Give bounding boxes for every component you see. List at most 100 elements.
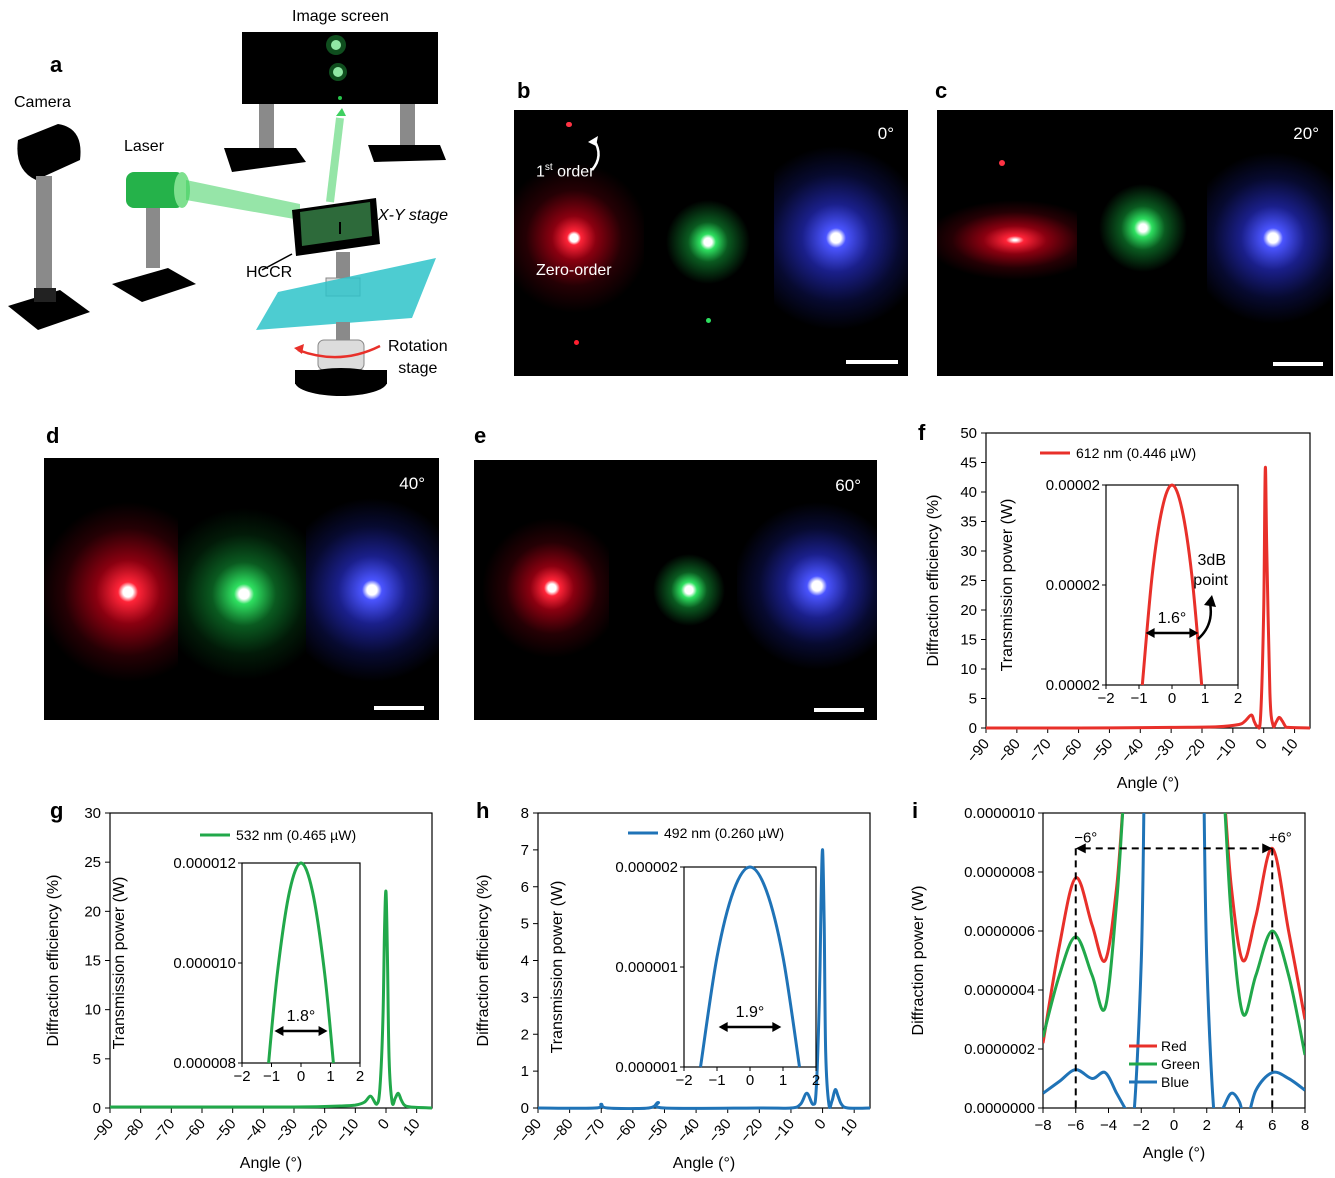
series-line <box>1043 813 1124 1044</box>
inset-x-tick-label: −1 <box>708 1072 725 1089</box>
panel-label-e: e <box>474 423 487 448</box>
x-tick-label: 4 <box>1235 1117 1243 1134</box>
scalebar-d <box>374 706 424 710</box>
inset-x-tick-label: −1 <box>1130 690 1147 707</box>
setup-diagram <box>8 32 446 396</box>
x-tick-label: −40 <box>674 1116 703 1146</box>
fwhm-label: 1.8° <box>287 1008 316 1025</box>
y-tick-label: 1 <box>521 1063 529 1080</box>
x-tick-label: 0 <box>1170 1117 1178 1134</box>
x-tick-label: 0 <box>811 1116 829 1133</box>
inset-x-tick-label: −2 <box>233 1068 250 1085</box>
y-tick-label: 10 <box>960 661 977 678</box>
note-arrow <box>1197 602 1212 640</box>
fwhm-label: 1.9° <box>736 1004 765 1021</box>
inset-x-tick-label: 2 <box>812 1072 820 1089</box>
angle-label-c: 20° <box>1293 124 1319 143</box>
rotation-label-l1: Rotation <box>388 338 448 355</box>
x-tick-label: −10 <box>769 1116 798 1146</box>
x-tick-label: −50 <box>642 1116 671 1146</box>
fwhm-arrowhead-right <box>1189 628 1199 638</box>
x-axis-label: Angle (°) <box>673 1155 735 1172</box>
inset-x-tick-label: 1 <box>326 1068 334 1085</box>
x-tick-label: −20 <box>302 1116 331 1146</box>
legend-label: Green <box>1161 1056 1200 1072</box>
x-tick-label: 2 <box>1203 1117 1211 1134</box>
series-line <box>1224 813 1305 1020</box>
panel-label-a: a <box>50 52 63 77</box>
y-axis-label: Diffraction efficiency (%) <box>925 495 942 667</box>
x-tick-label: 8 <box>1301 1117 1309 1134</box>
fwhm-arrowhead-left <box>274 1026 284 1036</box>
y-tick-label: 6 <box>521 879 529 896</box>
y-tick-label: 30 <box>84 805 101 822</box>
y-tick-label: 0.0000000 <box>964 1100 1035 1117</box>
x-axis-label: Angle (°) <box>1117 775 1179 792</box>
laser-icon <box>112 172 196 302</box>
angle-label-b: 0° <box>877 124 894 143</box>
y-tick-label: 0 <box>93 1100 101 1117</box>
angle-label-d: 40° <box>399 474 425 493</box>
chart-i: 0.0000000 0.0000002 0.0000004 0.0000006 0.00… <box>910 805 1309 1162</box>
y-tick-label: 10 <box>84 1002 101 1019</box>
x-tick-label: −30 <box>1149 736 1178 766</box>
x-tick-label: −10 <box>1211 736 1240 766</box>
legend-label: 492 nm (0.260 µW) <box>664 825 784 841</box>
legend-label: 612 nm (0.446 µW) <box>1076 445 1196 461</box>
x-tick-label: 10 <box>400 1116 424 1140</box>
x-tick-label: −40 <box>241 1116 270 1146</box>
x-tick-label: −80 <box>118 1116 147 1146</box>
panel-label-d: d <box>46 423 60 448</box>
inset-curve <box>699 865 801 1068</box>
x-tick-label: −4 <box>1100 1117 1117 1134</box>
inset-x-tick-label: 2 <box>1234 690 1242 707</box>
y-tick-label: 30 <box>960 543 977 560</box>
series-line <box>1043 813 1146 1108</box>
x-tick-label: −70 <box>1025 736 1054 766</box>
x-tick-label: −90 <box>964 736 993 766</box>
x-tick-label: −60 <box>180 1116 209 1146</box>
photo-c: 20° <box>937 110 1333 376</box>
x-tick-label: −30 <box>705 1116 734 1146</box>
scalebar-e <box>814 708 864 712</box>
y-axis-label: Diffraction efficiency (%) <box>45 875 62 1047</box>
y-tick-label: 15 <box>84 953 101 970</box>
y-axis-label: Diffraction power (W) <box>910 886 927 1036</box>
span-arrowhead-left <box>1075 843 1086 854</box>
y-tick-label: 0 <box>969 720 977 737</box>
scalebar-b <box>846 360 898 364</box>
camera-icon <box>8 124 90 330</box>
y-axis-label: Diffraction efficiency (%) <box>475 875 492 1047</box>
y-tick-label: 20 <box>84 903 101 920</box>
y-tick-label: 40 <box>960 484 977 501</box>
panel-label-c: c <box>935 78 948 103</box>
inset-curve <box>267 861 335 1064</box>
y-tick-label: 25 <box>960 573 977 590</box>
y-tick-label: 45 <box>960 455 977 472</box>
y-tick-label: 35 <box>960 514 977 531</box>
hccr-label: HCCR <box>246 264 293 281</box>
annotation-right: +6° <box>1269 829 1292 846</box>
x-tick-label: −80 <box>995 736 1024 766</box>
inset-x-tick-label: −2 <box>675 1072 692 1089</box>
inset-y-tick-label: 0.000008 <box>173 1055 236 1072</box>
inset-y-tick-label: 0.00002 <box>1046 577 1100 594</box>
inset-x-tick-label: 1 <box>779 1072 787 1089</box>
y-tick-label: 0.0000002 <box>964 1041 1035 1058</box>
x-tick-label: −8 <box>1034 1117 1051 1134</box>
inset-y-tick-label: 0.000001 <box>615 1059 678 1076</box>
x-tick-label: −30 <box>272 1116 301 1146</box>
x-tick-label: −20 <box>1180 736 1209 766</box>
photo-d: 40° <box>44 458 439 720</box>
x-tick-label: 10 <box>838 1116 862 1140</box>
zero-order-label: Zero-order <box>536 262 612 279</box>
x-tick-label: −70 <box>149 1116 178 1146</box>
inset-x-tick-label: 0 <box>297 1068 305 1085</box>
fwhm-arrowhead-left <box>718 1022 728 1032</box>
inset-y-axis-label: Transmission power (W) <box>111 877 128 1050</box>
legend-label: Red <box>1161 1038 1187 1054</box>
panel-label-h: h <box>476 798 490 823</box>
inset-y-axis-label: Transmission power (W) <box>999 499 1016 672</box>
y-tick-label: 50 <box>960 425 977 442</box>
rotation-label-l2: stage <box>398 360 438 377</box>
